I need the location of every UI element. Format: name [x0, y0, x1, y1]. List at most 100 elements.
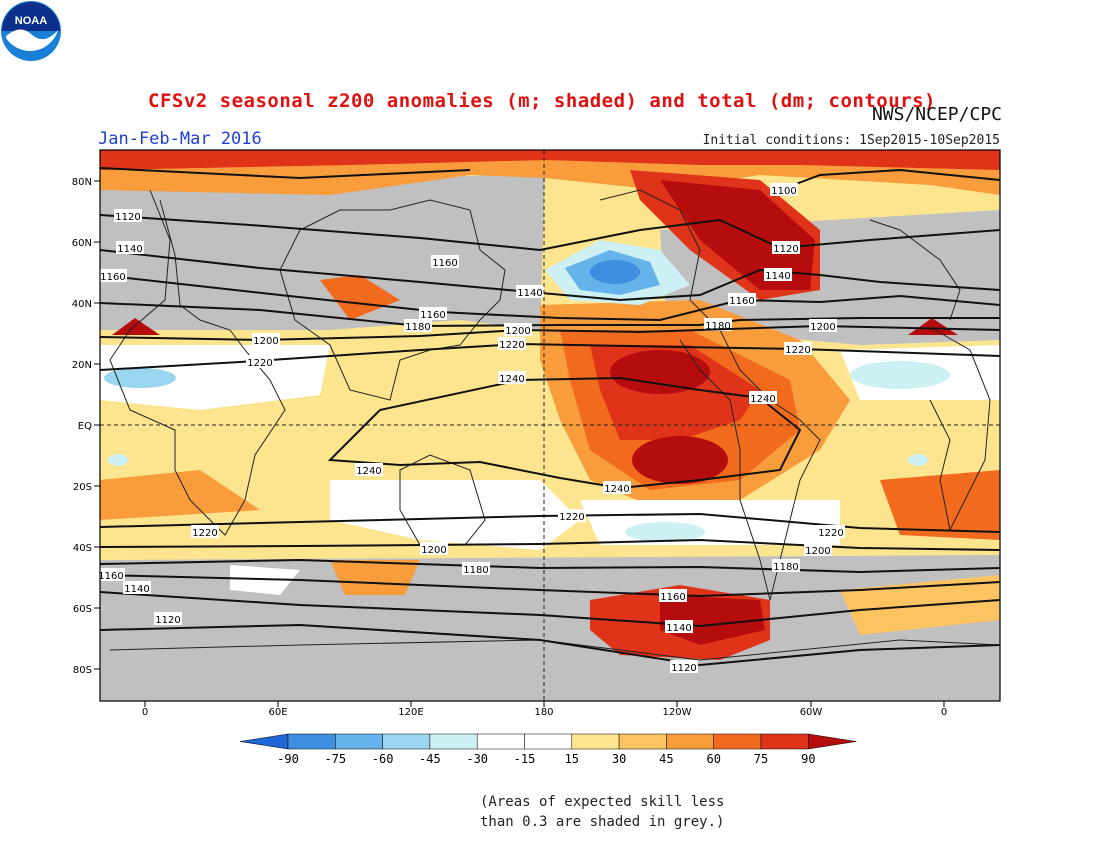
contour-label: 1240	[604, 484, 629, 495]
colorbar-swatch	[524, 733, 573, 750]
contour-label-bg	[404, 319, 432, 332]
colorbar-swatch	[382, 733, 431, 750]
contour-label-bg	[772, 559, 800, 572]
colorbar-label: -90	[277, 752, 299, 766]
coastline-segment	[399, 454, 486, 546]
anomaly-low-east-small	[908, 454, 928, 466]
colorbar-label: -75	[324, 752, 346, 766]
colorbar-swatch	[666, 733, 714, 750]
contour-label: 1140	[765, 271, 790, 282]
contour-label: 1160	[100, 272, 125, 283]
forecast-period: Jan-Feb-Mar 2016	[98, 129, 262, 149]
coastline-segment	[869, 219, 961, 321]
contour-label: 1120	[115, 212, 140, 223]
contour-label-bg	[100, 568, 125, 581]
lat-label: 40S	[73, 543, 92, 554]
coastline-segment	[109, 639, 1000, 661]
contour-label-bg	[749, 391, 777, 404]
anomaly-high-north-core	[100, 150, 1000, 170]
colorbar-label: 75	[754, 752, 768, 766]
contour-label: 1100	[771, 186, 796, 197]
anomaly-high-asia	[320, 275, 400, 320]
colorbar-label: -30	[466, 752, 488, 766]
skill-note-line2: than 0.3 are shaded in grey.)	[480, 814, 725, 830]
contour-label-bg	[558, 509, 586, 522]
contour-label: 1200	[805, 546, 830, 557]
noaa-logo-icon: NOAA	[1, 1, 61, 61]
anomaly-high-south-east	[880, 470, 1000, 540]
colorbar-swatch	[760, 733, 809, 750]
anomaly-low-south	[625, 522, 705, 542]
anomaly-neutral-south	[330, 480, 580, 550]
contour-label: 1120	[773, 244, 798, 255]
anomaly-max-canada	[660, 180, 815, 290]
anomaly-max-east-lobe	[908, 318, 958, 335]
lon-label: 0	[142, 707, 148, 718]
contour-label-bg	[431, 255, 459, 268]
contour-label: 1220	[818, 528, 843, 539]
anomaly-high-indian	[330, 560, 420, 595]
anomaly-max-west-lobe	[112, 318, 160, 335]
lat-label: 80N	[72, 177, 92, 188]
lon-label: 120W	[663, 707, 692, 718]
contour-label-bg	[498, 337, 526, 350]
contour-1120	[100, 623, 1000, 667]
skill-note: (Areas of expected skill less than 0.3 a…	[480, 792, 724, 832]
lat-label: 20S	[73, 482, 92, 493]
contour-label: 1240	[750, 394, 775, 405]
grey-mask	[100, 555, 1000, 701]
contour-label: 1140	[666, 623, 691, 634]
contour-1120	[100, 214, 1000, 252]
contour-1100	[100, 167, 1000, 191]
contour-label: 1180	[405, 322, 430, 333]
colorbar-label: 90	[801, 752, 815, 766]
contour-label: 1200	[253, 336, 278, 347]
colorbar-swatch	[476, 733, 525, 750]
contour-label: 1200	[810, 322, 835, 333]
contour-label-bg	[804, 543, 832, 556]
contour-label-bg	[817, 525, 845, 538]
height-contours: 1100112011201140114011401160116011601160…	[100, 167, 1000, 674]
chart-title: CFSv2 seasonal z200 anomalies (m; shaded…	[148, 90, 936, 112]
coastline-segment	[109, 189, 286, 536]
contour-label: 1200	[505, 326, 530, 337]
contour-label-bg	[772, 241, 800, 254]
colorbar-arrow-right	[808, 733, 857, 750]
lat-label: EQ	[78, 421, 92, 432]
colorbar-swatch	[287, 733, 336, 750]
lat-label: 80S	[73, 665, 92, 676]
colorbar: -90 -75 -60 -45 -30 -15 15 30 45 60 75 90	[239, 733, 857, 766]
contour-label: 1160	[660, 592, 685, 603]
contour-label: 1180	[773, 562, 798, 573]
contour-label: 1220	[192, 528, 217, 539]
contour-label: 1220	[785, 345, 810, 356]
colorbar-swatch	[335, 733, 383, 750]
contour-label: 1120	[155, 615, 180, 626]
contour-label: 1240	[499, 374, 524, 385]
colorbar-swatch	[713, 733, 762, 750]
colorbar-label: 60	[706, 752, 720, 766]
contour-label: 1220	[559, 512, 584, 523]
anomaly-low-west-small	[108, 454, 128, 466]
colorbar-arrow-left	[239, 733, 289, 750]
contour-1180	[100, 558, 1000, 574]
contour-label: 1200	[421, 545, 446, 556]
lat-label: 60S	[73, 604, 92, 615]
contour-label: 1160	[420, 310, 445, 321]
coastline-segment	[279, 199, 506, 401]
anomaly-max-south-pacific	[632, 436, 728, 484]
colorbar-label: 15	[565, 752, 579, 766]
contour-label-bg	[419, 307, 447, 320]
coastlines	[109, 189, 1000, 661]
anomaly-min-pacific	[590, 260, 640, 284]
coastline-segment	[929, 329, 991, 532]
contour-label: 1220	[499, 340, 524, 351]
contour-label-bg	[420, 542, 448, 555]
contour-label-bg	[252, 333, 280, 346]
contour-label-bg	[670, 660, 698, 673]
lon-label: 60W	[800, 707, 823, 718]
anomaly-low-atlantic	[104, 368, 176, 388]
contour-label-bg	[191, 525, 219, 538]
contour-1160	[100, 274, 1000, 322]
